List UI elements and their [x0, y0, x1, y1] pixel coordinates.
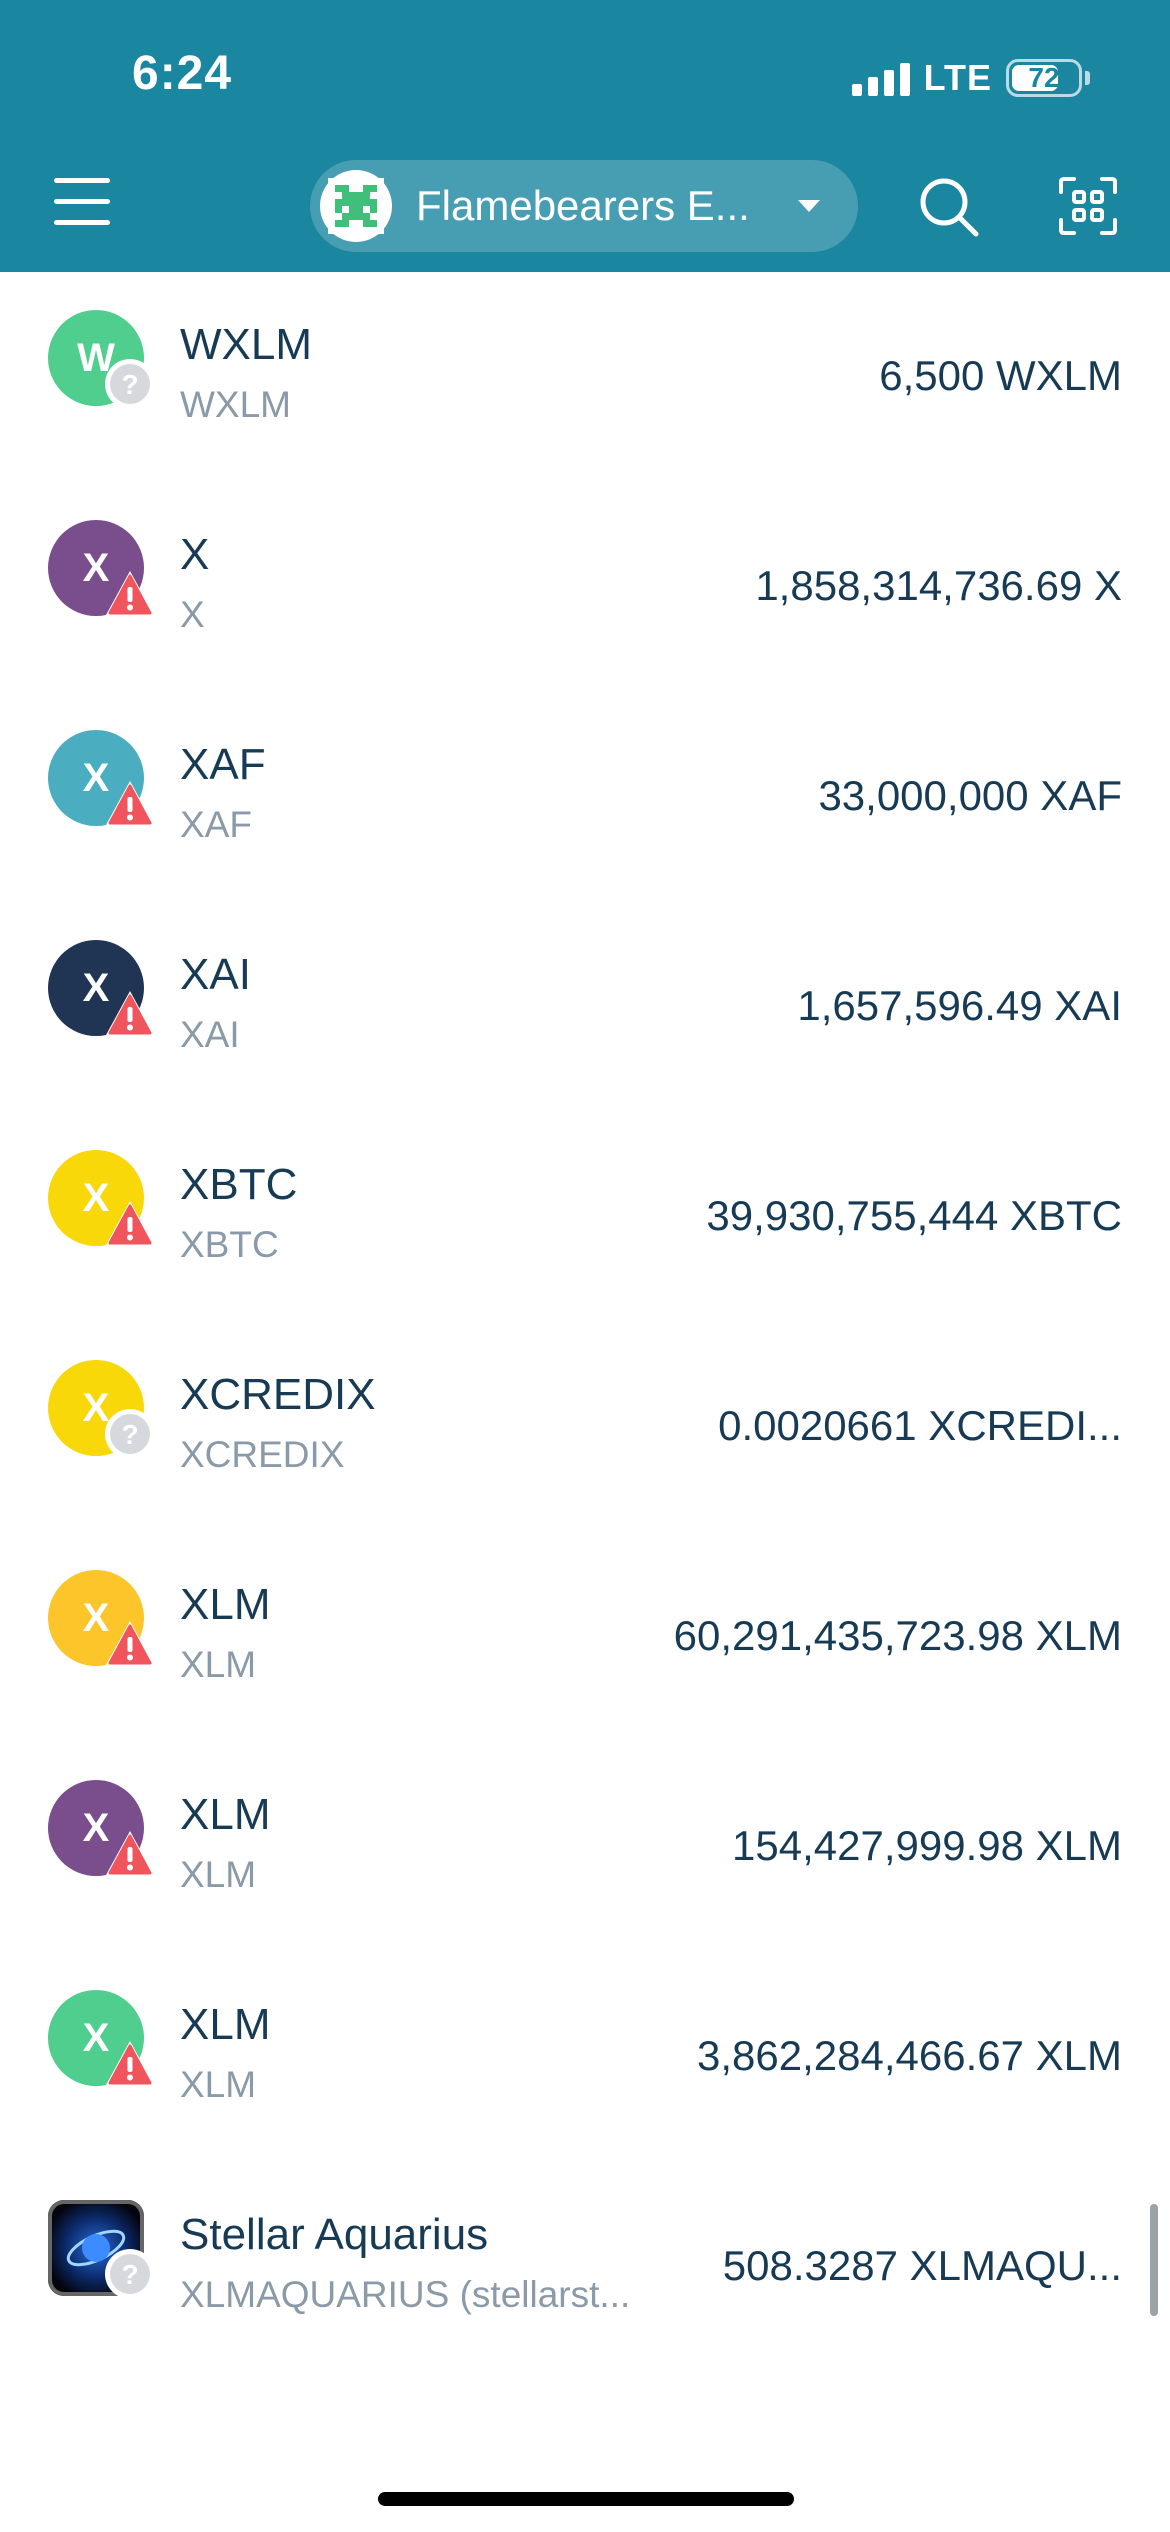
- battery-icon: 72: [1006, 59, 1082, 97]
- asset-balance: 508.3287 XLMAQU...: [722, 2242, 1122, 2289]
- asset-balance: 6,500 WXLM: [879, 352, 1122, 399]
- svg-text:?: ?: [121, 1419, 138, 1450]
- asset-code: XLMAQUARIUS (stellarst...: [180, 2274, 631, 2315]
- asset-letter: X: [82, 1385, 110, 1430]
- asset-code: XLM: [180, 1644, 257, 1685]
- unknown-asset-icon: ?: [104, 1408, 156, 1460]
- asset-letter: X: [82, 755, 110, 800]
- caret-down-icon: [798, 200, 820, 212]
- asset-letter: X: [82, 1175, 110, 1220]
- battery-fill: [1012, 65, 1058, 91]
- asset-balance: 60,291,435,723.98 XLM: [673, 1612, 1122, 1659]
- asset-name: XLM: [180, 1580, 271, 1629]
- search-icon[interactable]: [918, 176, 980, 238]
- asset-balance: 3,862,284,466.67 XLM: [696, 2032, 1122, 2079]
- stellar-aquarius-logo-icon: [48, 2200, 144, 2296]
- asset-letter: X: [82, 2015, 110, 2060]
- asset-balance: 154,427,999.98 XLM: [732, 1822, 1122, 1869]
- asset-balance: 1,657,596.49 XAI: [797, 982, 1122, 1029]
- asset-row[interactable]: X XBTC XBTC 39,930,755,444 XBTC: [0, 1112, 1170, 1322]
- asset-letter-icon: X: [48, 1570, 144, 1666]
- account-name: Flamebearers E...: [416, 182, 750, 229]
- unknown-asset-icon: ?: [104, 2248, 156, 2300]
- asset-row[interactable]: X XLM XLM 3,862,284,466.67 XLM: [0, 1952, 1170, 2162]
- asset-letter: X: [82, 1595, 110, 1640]
- asset-balance: 1,858,314,736.69 X: [755, 562, 1122, 609]
- asset-row[interactable]: X XLM XLM 60,291,435,723.98 XLM: [0, 1532, 1170, 1742]
- asset-row[interactable]: X? XCREDIX XCREDIX 0.0020661 XCREDI...: [0, 1322, 1170, 1532]
- account-selector[interactable]: Flamebearers E...: [310, 160, 858, 252]
- app-header: 6:24 LTE 72: [0, 0, 1170, 272]
- asset-balance: 0.0020661 XCREDI...: [718, 1402, 1122, 1449]
- qr-scan-icon[interactable]: [1058, 176, 1118, 236]
- asset-name: WXLM: [180, 320, 312, 369]
- warning-icon: [104, 1828, 156, 1880]
- warning-icon: [104, 778, 156, 830]
- unknown-asset-icon: ?: [104, 358, 156, 410]
- svg-text:?: ?: [121, 2259, 138, 2290]
- asset-name: XAI: [180, 950, 251, 999]
- asset-balance: 39,930,755,444 XBTC: [706, 1192, 1122, 1239]
- warning-icon: [104, 2038, 156, 2090]
- signal-icon: [851, 60, 910, 96]
- status-indicators: LTE 72: [851, 56, 1090, 100]
- asset-code: XAI: [180, 1014, 240, 1055]
- asset-name: XBTC: [180, 1160, 298, 1209]
- hamburger-menu-icon[interactable]: [54, 178, 112, 226]
- asset-row[interactable]: X X X 1,858,314,736.69 X: [0, 482, 1170, 692]
- asset-row[interactable]: X XLM XLM 154,427,999.98 XLM: [0, 1742, 1170, 1952]
- asset-name: XCREDIX: [180, 1370, 376, 1419]
- asset-balance: 33,000,000 XAF: [818, 772, 1122, 819]
- warning-icon: [104, 1618, 156, 1670]
- asset-code: XLM: [180, 2064, 257, 2105]
- asset-code: XAF: [180, 804, 252, 845]
- asset-row[interactable]: X XAF XAF 33,000,000 XAF: [0, 692, 1170, 902]
- status-time: 6:24: [132, 47, 233, 100]
- pixel-avatar-icon: [320, 170, 392, 242]
- asset-row[interactable]: W? WXLM WXLM 6,500 WXLM: [0, 272, 1170, 482]
- network-label: LTE: [923, 57, 992, 98]
- asset-name: XLM: [180, 1790, 271, 1839]
- asset-code: WXLM: [180, 384, 291, 425]
- asset-letter-icon: X: [48, 1360, 144, 1456]
- warning-icon: [104, 1198, 156, 1250]
- warning-icon: [104, 988, 156, 1040]
- home-indicator[interactable]: [378, 2492, 794, 2506]
- asset-letter: X: [82, 1805, 110, 1850]
- warning-icon: [104, 568, 156, 620]
- battery-tip: [1085, 71, 1090, 85]
- asset-name: Stellar Aquarius: [180, 2210, 489, 2259]
- asset-code: XBTC: [180, 1224, 279, 1265]
- asset-letter: X: [82, 965, 110, 1010]
- scrollbar[interactable]: [1150, 2204, 1158, 2316]
- svg-text:?: ?: [121, 369, 138, 400]
- asset-letter: X: [82, 545, 110, 590]
- asset-code: X: [180, 594, 205, 635]
- asset-name: XLM: [180, 2000, 271, 2049]
- asset-name: X: [180, 530, 210, 579]
- asset-code: XCREDIX: [180, 1434, 345, 1475]
- asset-row[interactable]: X XAI XAI 1,657,596.49 XAI: [0, 902, 1170, 1112]
- asset-name: XAF: [180, 740, 266, 789]
- asset-row[interactable]: ? Stellar Aquarius XLMAQUARIUS (stellarst.…: [0, 2162, 1170, 2372]
- battery-label: 72: [1028, 62, 1060, 93]
- asset-code: XLM: [180, 1854, 257, 1895]
